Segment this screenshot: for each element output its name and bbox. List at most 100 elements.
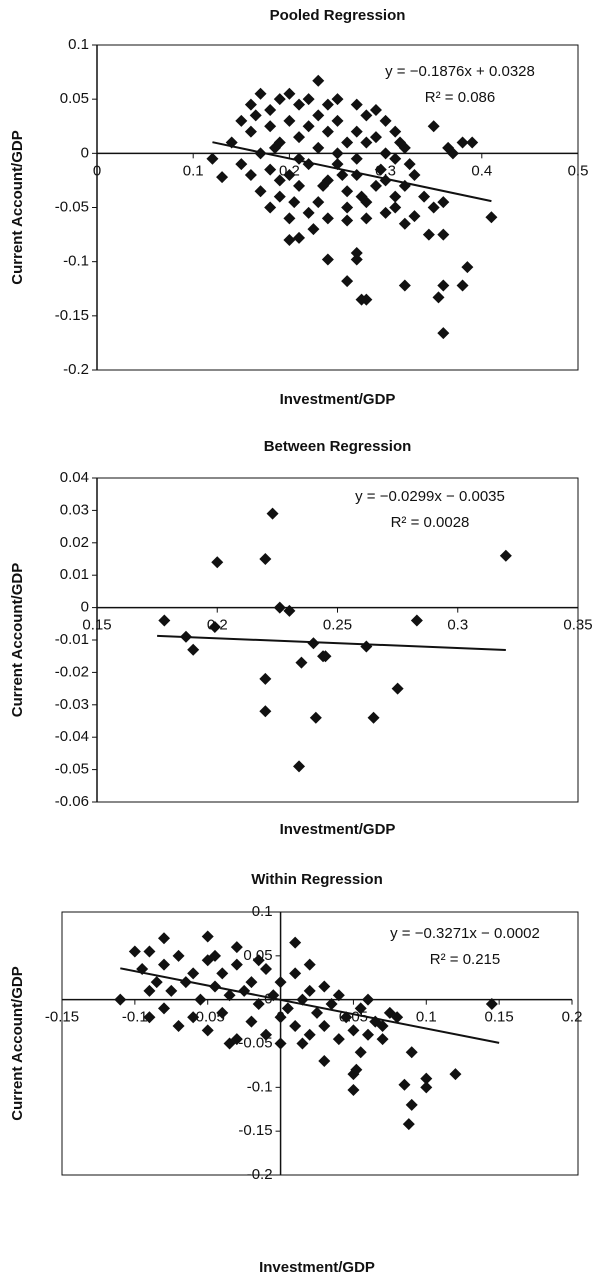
point — [485, 211, 498, 224]
point — [296, 1037, 309, 1050]
point — [437, 228, 450, 241]
point — [293, 179, 306, 192]
x-tick-label: 0 — [93, 162, 101, 179]
equation: y = −0.0299x − 0.0035 — [355, 488, 505, 505]
point — [360, 212, 373, 225]
x-axis-label: Investment/GDP — [280, 821, 396, 838]
point — [260, 1028, 272, 1041]
y-tick-label: -0.04 — [55, 728, 89, 745]
point — [398, 1078, 411, 1091]
y-tick-label: -0.1 — [63, 253, 89, 270]
y-axis-label: Current Account/GDP — [9, 563, 26, 717]
point — [331, 147, 344, 160]
point — [312, 141, 325, 154]
y-tick-label: 0 — [81, 599, 89, 616]
point — [408, 169, 421, 181]
point — [208, 621, 221, 634]
point — [379, 206, 392, 219]
point — [321, 98, 334, 111]
r-squared: R² = 0.215 — [430, 951, 500, 968]
equation: y = −0.1876x + 0.0328 — [385, 63, 535, 80]
point — [259, 705, 272, 718]
y-tick-label: 0 — [264, 991, 272, 1008]
x-tick-label: -0.1 — [122, 1009, 148, 1026]
x-tick-label: 0.5 — [568, 162, 589, 179]
point — [293, 98, 306, 111]
point — [336, 169, 349, 181]
point — [360, 640, 373, 653]
y-tick-label: 0 — [81, 144, 89, 161]
x-axis-label: Investment/GDP — [259, 1259, 375, 1276]
point — [350, 152, 363, 165]
point — [158, 1002, 170, 1015]
point — [362, 1028, 374, 1041]
point — [418, 190, 431, 203]
point — [410, 614, 423, 627]
point — [350, 1063, 363, 1076]
point — [209, 949, 221, 962]
point — [289, 1019, 302, 1032]
x-tick-label: 0.3 — [447, 617, 468, 634]
point — [318, 980, 331, 993]
point — [485, 998, 498, 1011]
point — [273, 190, 286, 203]
point — [274, 1037, 287, 1050]
point — [211, 556, 224, 569]
point — [283, 212, 296, 225]
point — [223, 1037, 236, 1050]
point — [427, 201, 440, 214]
point — [260, 962, 272, 975]
plot-frame — [96, 477, 579, 803]
point — [264, 201, 277, 214]
point — [360, 136, 373, 149]
x-tick-label: 0.2 — [562, 1009, 583, 1026]
point — [268, 141, 281, 154]
point — [302, 93, 315, 106]
point — [405, 1098, 418, 1111]
point — [283, 87, 296, 100]
point — [350, 125, 363, 138]
x-tick-label: 0.15 — [82, 617, 111, 634]
point — [303, 958, 316, 971]
point — [293, 760, 306, 773]
point — [350, 98, 363, 111]
point — [456, 279, 469, 292]
point — [293, 131, 306, 144]
point — [331, 114, 344, 127]
point — [172, 949, 185, 962]
point — [309, 711, 322, 724]
point — [331, 93, 344, 106]
point — [325, 998, 338, 1011]
point — [408, 210, 421, 223]
point — [293, 231, 306, 244]
y-tick-label: -0.2 — [63, 361, 89, 378]
point — [266, 507, 279, 520]
point — [283, 604, 296, 617]
y-tick-label: -0.2 — [247, 1166, 273, 1183]
point — [374, 163, 387, 176]
point — [235, 158, 248, 171]
point — [230, 941, 243, 954]
r-squared: R² = 0.0028 — [391, 514, 470, 531]
y-tick-label: -0.05 — [55, 761, 89, 778]
point — [402, 1118, 415, 1131]
point — [302, 120, 315, 133]
point — [303, 1028, 316, 1041]
point — [283, 114, 296, 127]
point — [341, 201, 354, 214]
point — [216, 967, 229, 980]
point — [456, 136, 469, 149]
point — [362, 993, 374, 1006]
x-tick-label: -0.05 — [191, 1009, 225, 1026]
x-tick-label: 0.1 — [416, 1009, 437, 1026]
point — [172, 1019, 185, 1032]
point — [165, 984, 178, 997]
point — [341, 275, 354, 288]
point — [398, 217, 411, 230]
y-tick-label: -0.1 — [247, 1078, 273, 1095]
point — [311, 1006, 323, 1019]
point — [391, 682, 404, 695]
point — [273, 601, 286, 614]
point — [244, 125, 257, 138]
point — [355, 190, 368, 203]
